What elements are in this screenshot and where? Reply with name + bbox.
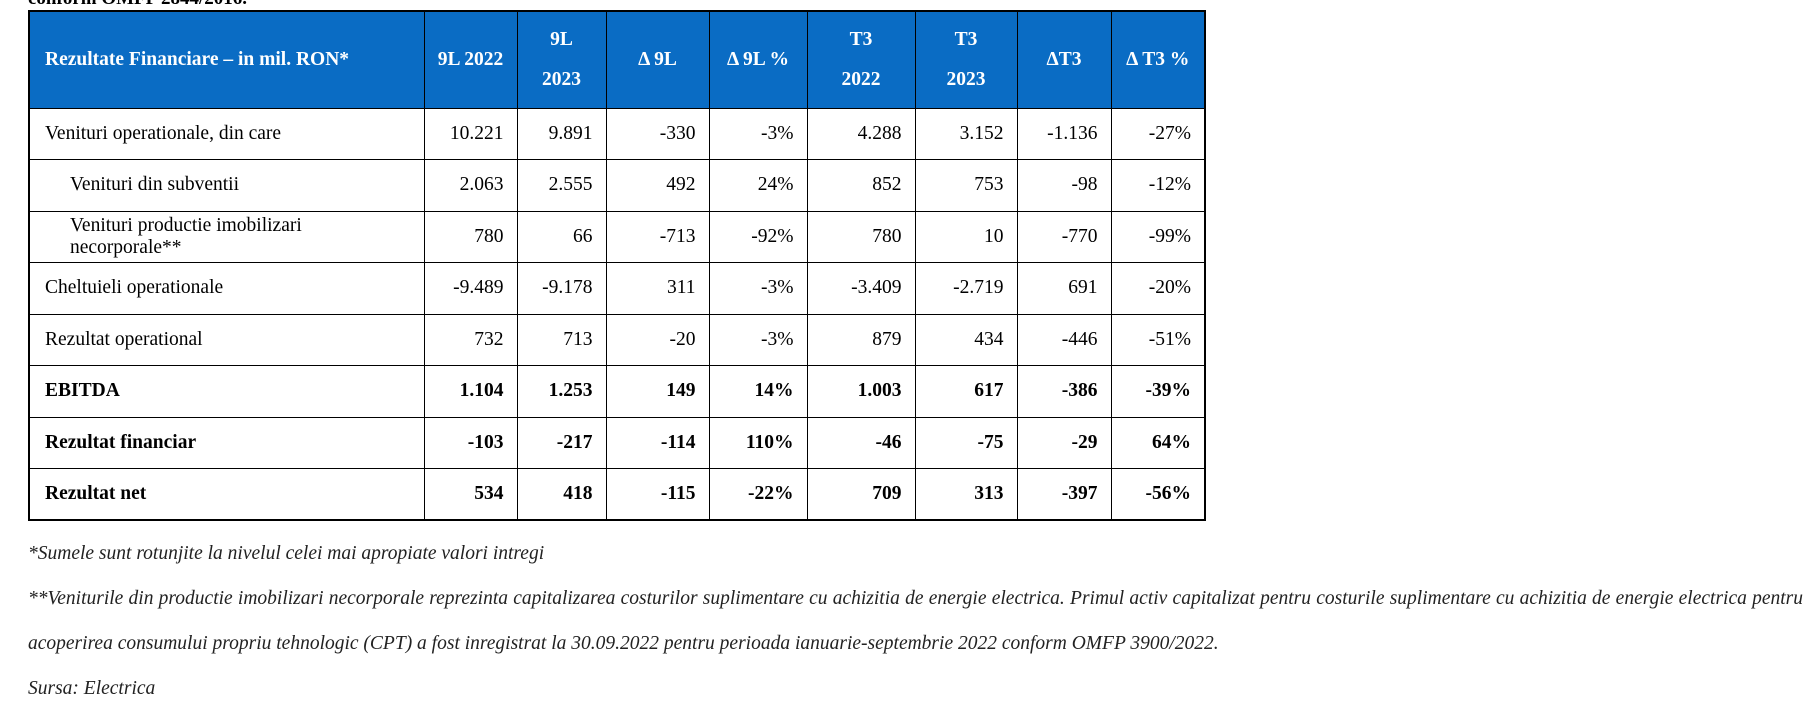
table-cell: -397 xyxy=(1016,468,1112,521)
table-cell: -92% xyxy=(708,210,808,263)
table-cell: 691 xyxy=(1016,262,1112,315)
header-cell: Δ 9L xyxy=(605,10,710,109)
table-cell: 313 xyxy=(914,468,1018,521)
table-cell: -98 xyxy=(1016,159,1112,212)
table-cell: -3% xyxy=(708,313,808,366)
table-cell: -115 xyxy=(605,468,710,521)
table-cell: 24% xyxy=(708,159,808,212)
table-cell: 66 xyxy=(516,210,607,263)
header-cell: 9L 2022 xyxy=(423,10,518,109)
table-cell: -39% xyxy=(1110,365,1206,418)
table-cell: -330 xyxy=(605,107,710,160)
table-cell: 852 xyxy=(806,159,916,212)
table-cell: 780 xyxy=(423,210,518,263)
table-cell: -9.178 xyxy=(516,262,607,315)
table-cell: 2.555 xyxy=(516,159,607,212)
table-cell: 110% xyxy=(708,416,808,469)
header-cell: 9L 2023 xyxy=(516,10,607,109)
table-cell: 1.003 xyxy=(806,365,916,418)
table-cell: 617 xyxy=(914,365,1018,418)
table-cell: -29 xyxy=(1016,416,1112,469)
table-cell: -99% xyxy=(1110,210,1206,263)
table-cell: 4.288 xyxy=(806,107,916,160)
row-label: Cheltuieli operationale xyxy=(28,262,425,315)
table-cell: -386 xyxy=(1016,365,1112,418)
table-cell: -56% xyxy=(1110,468,1206,521)
table-cell: 534 xyxy=(423,468,518,521)
intangibles-footnote: **Veniturile din productie imobilizari n… xyxy=(28,588,1803,654)
row-label: Venituri operationale, din care xyxy=(28,107,425,160)
table-cell: 64% xyxy=(1110,416,1206,469)
table-cell: 14% xyxy=(708,365,808,418)
table-cell: 10.221 xyxy=(423,107,518,160)
table-cell: 709 xyxy=(806,468,916,521)
table-row: Rezultat net 534 418 -115 -22% 709 313 -… xyxy=(28,468,1206,521)
table-cell: -3.409 xyxy=(806,262,916,315)
table-cell: 732 xyxy=(423,313,518,366)
table-cell: 492 xyxy=(605,159,710,212)
row-label: Venituri din subventii xyxy=(28,159,425,212)
table-cell: -22% xyxy=(708,468,808,521)
rounding-footnote: *Sumele sunt rotunjite la nivelul celei … xyxy=(28,543,545,564)
row-label: Venituri productie imobilizari necorpora… xyxy=(28,210,425,263)
header-cell: Δ T3 % xyxy=(1110,10,1206,109)
table-cell: -446 xyxy=(1016,313,1112,366)
table-cell: -12% xyxy=(1110,159,1206,212)
table-cell: -3% xyxy=(708,107,808,160)
table-cell: -51% xyxy=(1110,313,1206,366)
source-note: Sursa: Electrica xyxy=(28,678,156,699)
table-cell: -20% xyxy=(1110,262,1206,315)
table-header-row: Rezultate Financiare – in mil. RON* 9L 2… xyxy=(28,10,1206,109)
header-cell: Δ 9L % xyxy=(708,10,808,109)
row-label: Rezultat financiar xyxy=(28,416,425,469)
table-cell: 1.253 xyxy=(516,365,607,418)
table-cell: -2.719 xyxy=(914,262,1018,315)
table-cell: 418 xyxy=(516,468,607,521)
table-cell: 9.891 xyxy=(516,107,607,160)
table-cell: -217 xyxy=(516,416,607,469)
table-cell: 879 xyxy=(806,313,916,366)
table-cell: 713 xyxy=(516,313,607,366)
table-row: Venituri din subventii 2.063 2.555 492 2… xyxy=(28,159,1206,212)
table-cell: -27% xyxy=(1110,107,1206,160)
table-row: EBITDA 1.104 1.253 149 14% 1.003 617 -38… xyxy=(28,365,1206,418)
table-cell: 311 xyxy=(605,262,710,315)
table-row: Venituri operationale, din care 10.221 9… xyxy=(28,107,1206,160)
table-cell: -770 xyxy=(1016,210,1112,263)
table-cell: 10 xyxy=(914,210,1018,263)
table-cell: 753 xyxy=(914,159,1018,212)
table-cell: -75 xyxy=(914,416,1018,469)
table-cell: -3% xyxy=(708,262,808,315)
table-cell: -46 xyxy=(806,416,916,469)
financial-results-table: Rezultate Financiare – in mil. RON* 9L 2… xyxy=(28,10,1206,521)
table-cell: -114 xyxy=(605,416,710,469)
table-cell: 1.104 xyxy=(423,365,518,418)
table-cell: -9.489 xyxy=(423,262,518,315)
table-row: Cheltuieli operationale -9.489 -9.178 31… xyxy=(28,262,1206,315)
table-row: Rezultat operational 732 713 -20 -3% 879… xyxy=(28,313,1206,366)
table-cell: -713 xyxy=(605,210,710,263)
header-cell: T3 2022 xyxy=(806,10,916,109)
table-footnotes: *Sumele sunt rotunjite la nivelul celei … xyxy=(28,531,1803,711)
header-cell: Rezultate Financiare – in mil. RON* xyxy=(28,10,425,109)
table-cell: 434 xyxy=(914,313,1018,366)
row-label: Rezultat operational xyxy=(28,313,425,366)
table-cell: -103 xyxy=(423,416,518,469)
table-row: Rezultat financiar -103 -217 -114 110% -… xyxy=(28,416,1206,469)
header-cell: ΔT3 xyxy=(1016,10,1112,109)
header-cell: T3 2023 xyxy=(914,10,1018,109)
table-cell: 2.063 xyxy=(423,159,518,212)
table-cell: 149 xyxy=(605,365,710,418)
row-label: Rezultat net xyxy=(28,468,425,521)
table-cell: -1.136 xyxy=(1016,107,1112,160)
truncated-intro-text: conform OMFP 2844/2016. xyxy=(28,0,247,10)
table-cell: 3.152 xyxy=(914,107,1018,160)
table-row: Venituri productie imobilizari necorpora… xyxy=(28,210,1206,263)
table-cell: -20 xyxy=(605,313,710,366)
table-cell: 780 xyxy=(806,210,916,263)
row-label: EBITDA xyxy=(28,365,425,418)
